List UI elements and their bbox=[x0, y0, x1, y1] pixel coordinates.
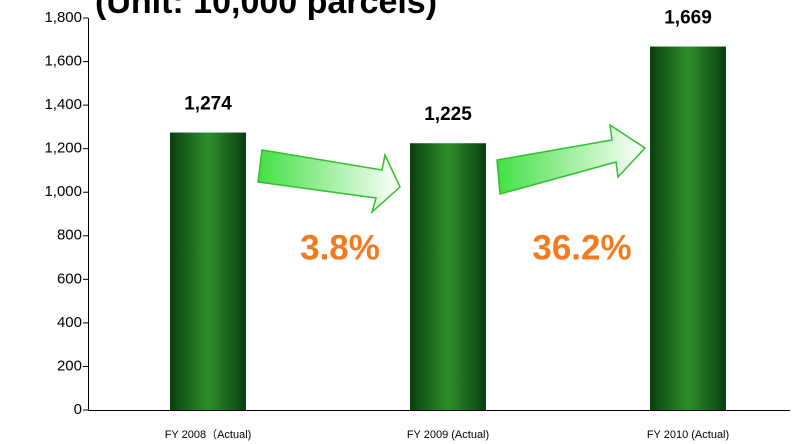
value-label: 1,225 bbox=[424, 104, 472, 125]
y-tick-label: 200 bbox=[57, 357, 82, 374]
bar bbox=[170, 132, 246, 410]
y-tick-label: 1,400 bbox=[44, 96, 82, 113]
y-tick-label: 0 bbox=[74, 401, 82, 418]
x-tick-label: FY 2010 (Actual) bbox=[647, 429, 729, 441]
bar bbox=[410, 143, 486, 410]
bar bbox=[650, 46, 726, 410]
chart-title: (Unit: 10,000 parcels) bbox=[95, 0, 437, 21]
y-tick-label: 1,800 bbox=[44, 9, 82, 26]
annotation: 3.8% bbox=[300, 228, 380, 267]
y-tick-label: 600 bbox=[57, 270, 82, 287]
x-tick-label: FY 2008（Actual) bbox=[165, 428, 252, 441]
y-tick-label: 1,000 bbox=[44, 183, 82, 200]
x-tick-label: FY 2009 (Actual) bbox=[407, 429, 489, 441]
arrow bbox=[496, 123, 647, 195]
y-tick-label: 1,200 bbox=[44, 140, 82, 157]
y-tick-label: 800 bbox=[57, 227, 82, 244]
value-label: 1,274 bbox=[184, 94, 232, 115]
y-tick-label: 1,600 bbox=[44, 53, 82, 70]
arrow bbox=[257, 149, 401, 215]
annotation: 36.2% bbox=[532, 228, 631, 267]
y-tick-label: 400 bbox=[57, 314, 82, 331]
value-label: 1,669 bbox=[664, 8, 712, 29]
